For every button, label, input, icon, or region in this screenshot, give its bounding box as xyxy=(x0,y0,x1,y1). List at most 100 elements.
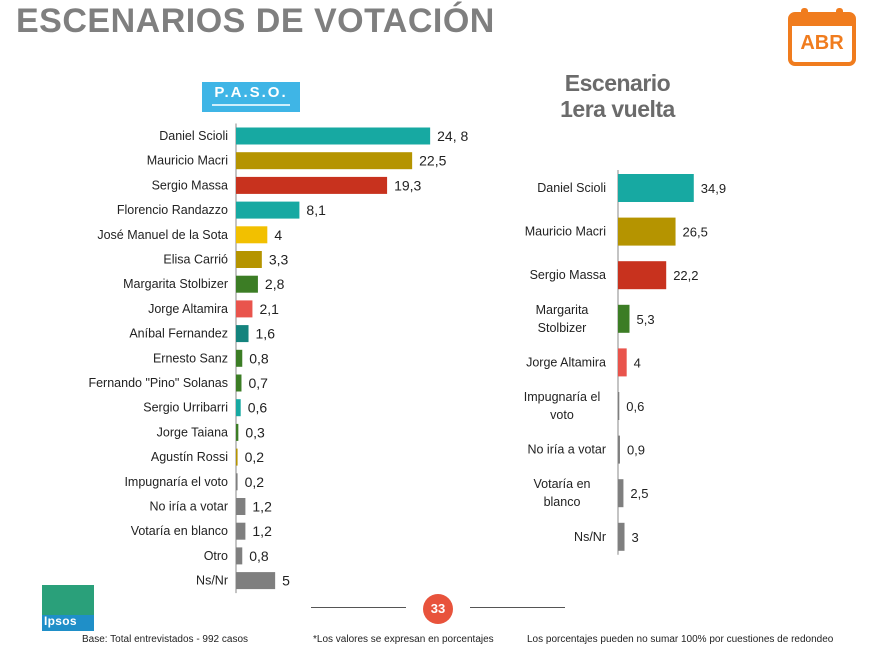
category-label: Otro xyxy=(204,549,228,563)
bar xyxy=(236,473,238,491)
bar xyxy=(236,251,262,268)
data-label: 0,2 xyxy=(245,449,265,465)
category-label: Mauricio Macri xyxy=(525,225,606,239)
data-label: 26,5 xyxy=(683,225,708,240)
category-label: No iría a votar xyxy=(149,500,228,514)
footer-rule-right xyxy=(470,607,565,608)
data-label: 0,9 xyxy=(627,443,645,458)
bar xyxy=(618,304,630,333)
scenario-title-line1: Escenario xyxy=(564,70,671,96)
category-label: Agustín Rossi xyxy=(151,450,228,464)
bar xyxy=(236,127,431,145)
category-label: Daniel Scioli xyxy=(537,181,606,195)
category-label: Mauricio Macri xyxy=(147,154,228,168)
category-label: Jorge Taiana xyxy=(157,425,228,439)
data-label: 0,8 xyxy=(249,350,269,366)
data-label: 0,2 xyxy=(245,474,265,490)
data-label: 22,2 xyxy=(673,268,698,283)
data-label: 5 xyxy=(282,573,290,589)
data-label: 1,2 xyxy=(252,499,272,515)
footer-base: Base: Total entrevistados - 992 casos xyxy=(82,634,249,645)
bar xyxy=(236,547,243,565)
category-label: voto xyxy=(550,408,574,422)
category-label: Stolbizer xyxy=(538,321,587,335)
ipsos-logo: Ipsos xyxy=(42,585,94,631)
data-label: 1,2 xyxy=(252,523,272,539)
ipsos-logo-text: Ipsos xyxy=(44,614,77,628)
category-label: Ns/Nr xyxy=(196,574,228,588)
bar xyxy=(236,522,246,540)
data-label: 0,8 xyxy=(249,548,269,564)
scenario-title: Escenario 1era vuelta xyxy=(520,70,715,122)
bar xyxy=(236,275,258,293)
category-label: Ernesto Sanz xyxy=(153,351,228,365)
bar xyxy=(618,348,627,377)
bar xyxy=(236,448,238,466)
category-label: blanco xyxy=(544,495,581,509)
data-label: 24, 8 xyxy=(437,128,468,144)
data-label: 19,3 xyxy=(394,177,421,193)
data-label: 0,6 xyxy=(248,400,268,416)
bar xyxy=(236,349,243,367)
bar xyxy=(236,498,246,515)
bar xyxy=(236,300,253,318)
category-label: Jorge Altamira xyxy=(148,302,228,316)
data-label: 0,6 xyxy=(626,399,644,414)
data-label: 0,7 xyxy=(248,375,268,391)
month-badge: ABR xyxy=(800,32,844,54)
bar xyxy=(236,325,249,343)
category-label: Aníbal Fernandez xyxy=(129,327,228,341)
category-label: No iría a votar xyxy=(527,443,606,457)
data-label: 22,5 xyxy=(419,153,446,169)
data-label: 34,9 xyxy=(701,181,726,196)
footer-note-percent: *Los valores se expresan en porcentajes xyxy=(313,634,494,645)
paso-logo: P.A.S.O. xyxy=(202,82,300,112)
category-label: Votaría en xyxy=(534,477,591,491)
category-label: Sergio Massa xyxy=(530,268,606,282)
category-label: Ns/Nr xyxy=(574,530,606,544)
bar xyxy=(236,226,268,244)
category-label: José Manuel de la Sota xyxy=(97,228,228,242)
bar xyxy=(236,374,242,392)
data-label: 5,3 xyxy=(637,312,655,327)
category-label: Sergio Urribarri xyxy=(143,401,228,415)
data-label: 0,3 xyxy=(245,424,265,440)
bar xyxy=(618,217,676,246)
bar xyxy=(618,392,620,420)
ipsos-logo-tile xyxy=(42,585,94,615)
data-label: 1,6 xyxy=(256,326,276,342)
footer-rule-left xyxy=(311,607,406,608)
category-label: Sergio Massa xyxy=(152,178,228,192)
bar xyxy=(618,174,694,202)
bar xyxy=(236,423,239,441)
category-label: Margarita Stolbizer xyxy=(123,277,228,291)
bar xyxy=(236,201,300,219)
category-label: Jorge Altamira xyxy=(526,355,606,369)
data-label: 2,1 xyxy=(259,301,279,317)
bar xyxy=(618,435,620,464)
bar xyxy=(618,261,667,290)
category-label: Votaría en blanco xyxy=(131,524,228,538)
category-label: Impugnaría el voto xyxy=(124,475,228,489)
category-label: Elisa Carrió xyxy=(163,253,228,267)
bar xyxy=(236,399,241,417)
page-title: ESCENARIOS DE VOTACIÓN xyxy=(16,2,495,40)
category-label: Florencio Randazzo xyxy=(117,203,228,217)
category-label: Daniel Scioli xyxy=(159,129,228,143)
bar xyxy=(236,572,276,590)
scenario-title-line2: 1era vuelta xyxy=(560,96,675,122)
bar xyxy=(618,522,625,551)
calendar-icon-graphic xyxy=(788,8,856,66)
data-label: 2,8 xyxy=(265,276,285,292)
category-label: Margarita xyxy=(536,303,589,317)
data-label: 4 xyxy=(274,227,282,243)
paso-logo-subline xyxy=(212,104,290,106)
calendar-icon: ABR xyxy=(787,6,857,66)
paso-logo-text: P.A.S.O. xyxy=(214,84,288,101)
bar xyxy=(236,152,413,170)
bar xyxy=(618,479,624,508)
data-label: 4 xyxy=(634,355,641,370)
bar xyxy=(236,176,388,194)
